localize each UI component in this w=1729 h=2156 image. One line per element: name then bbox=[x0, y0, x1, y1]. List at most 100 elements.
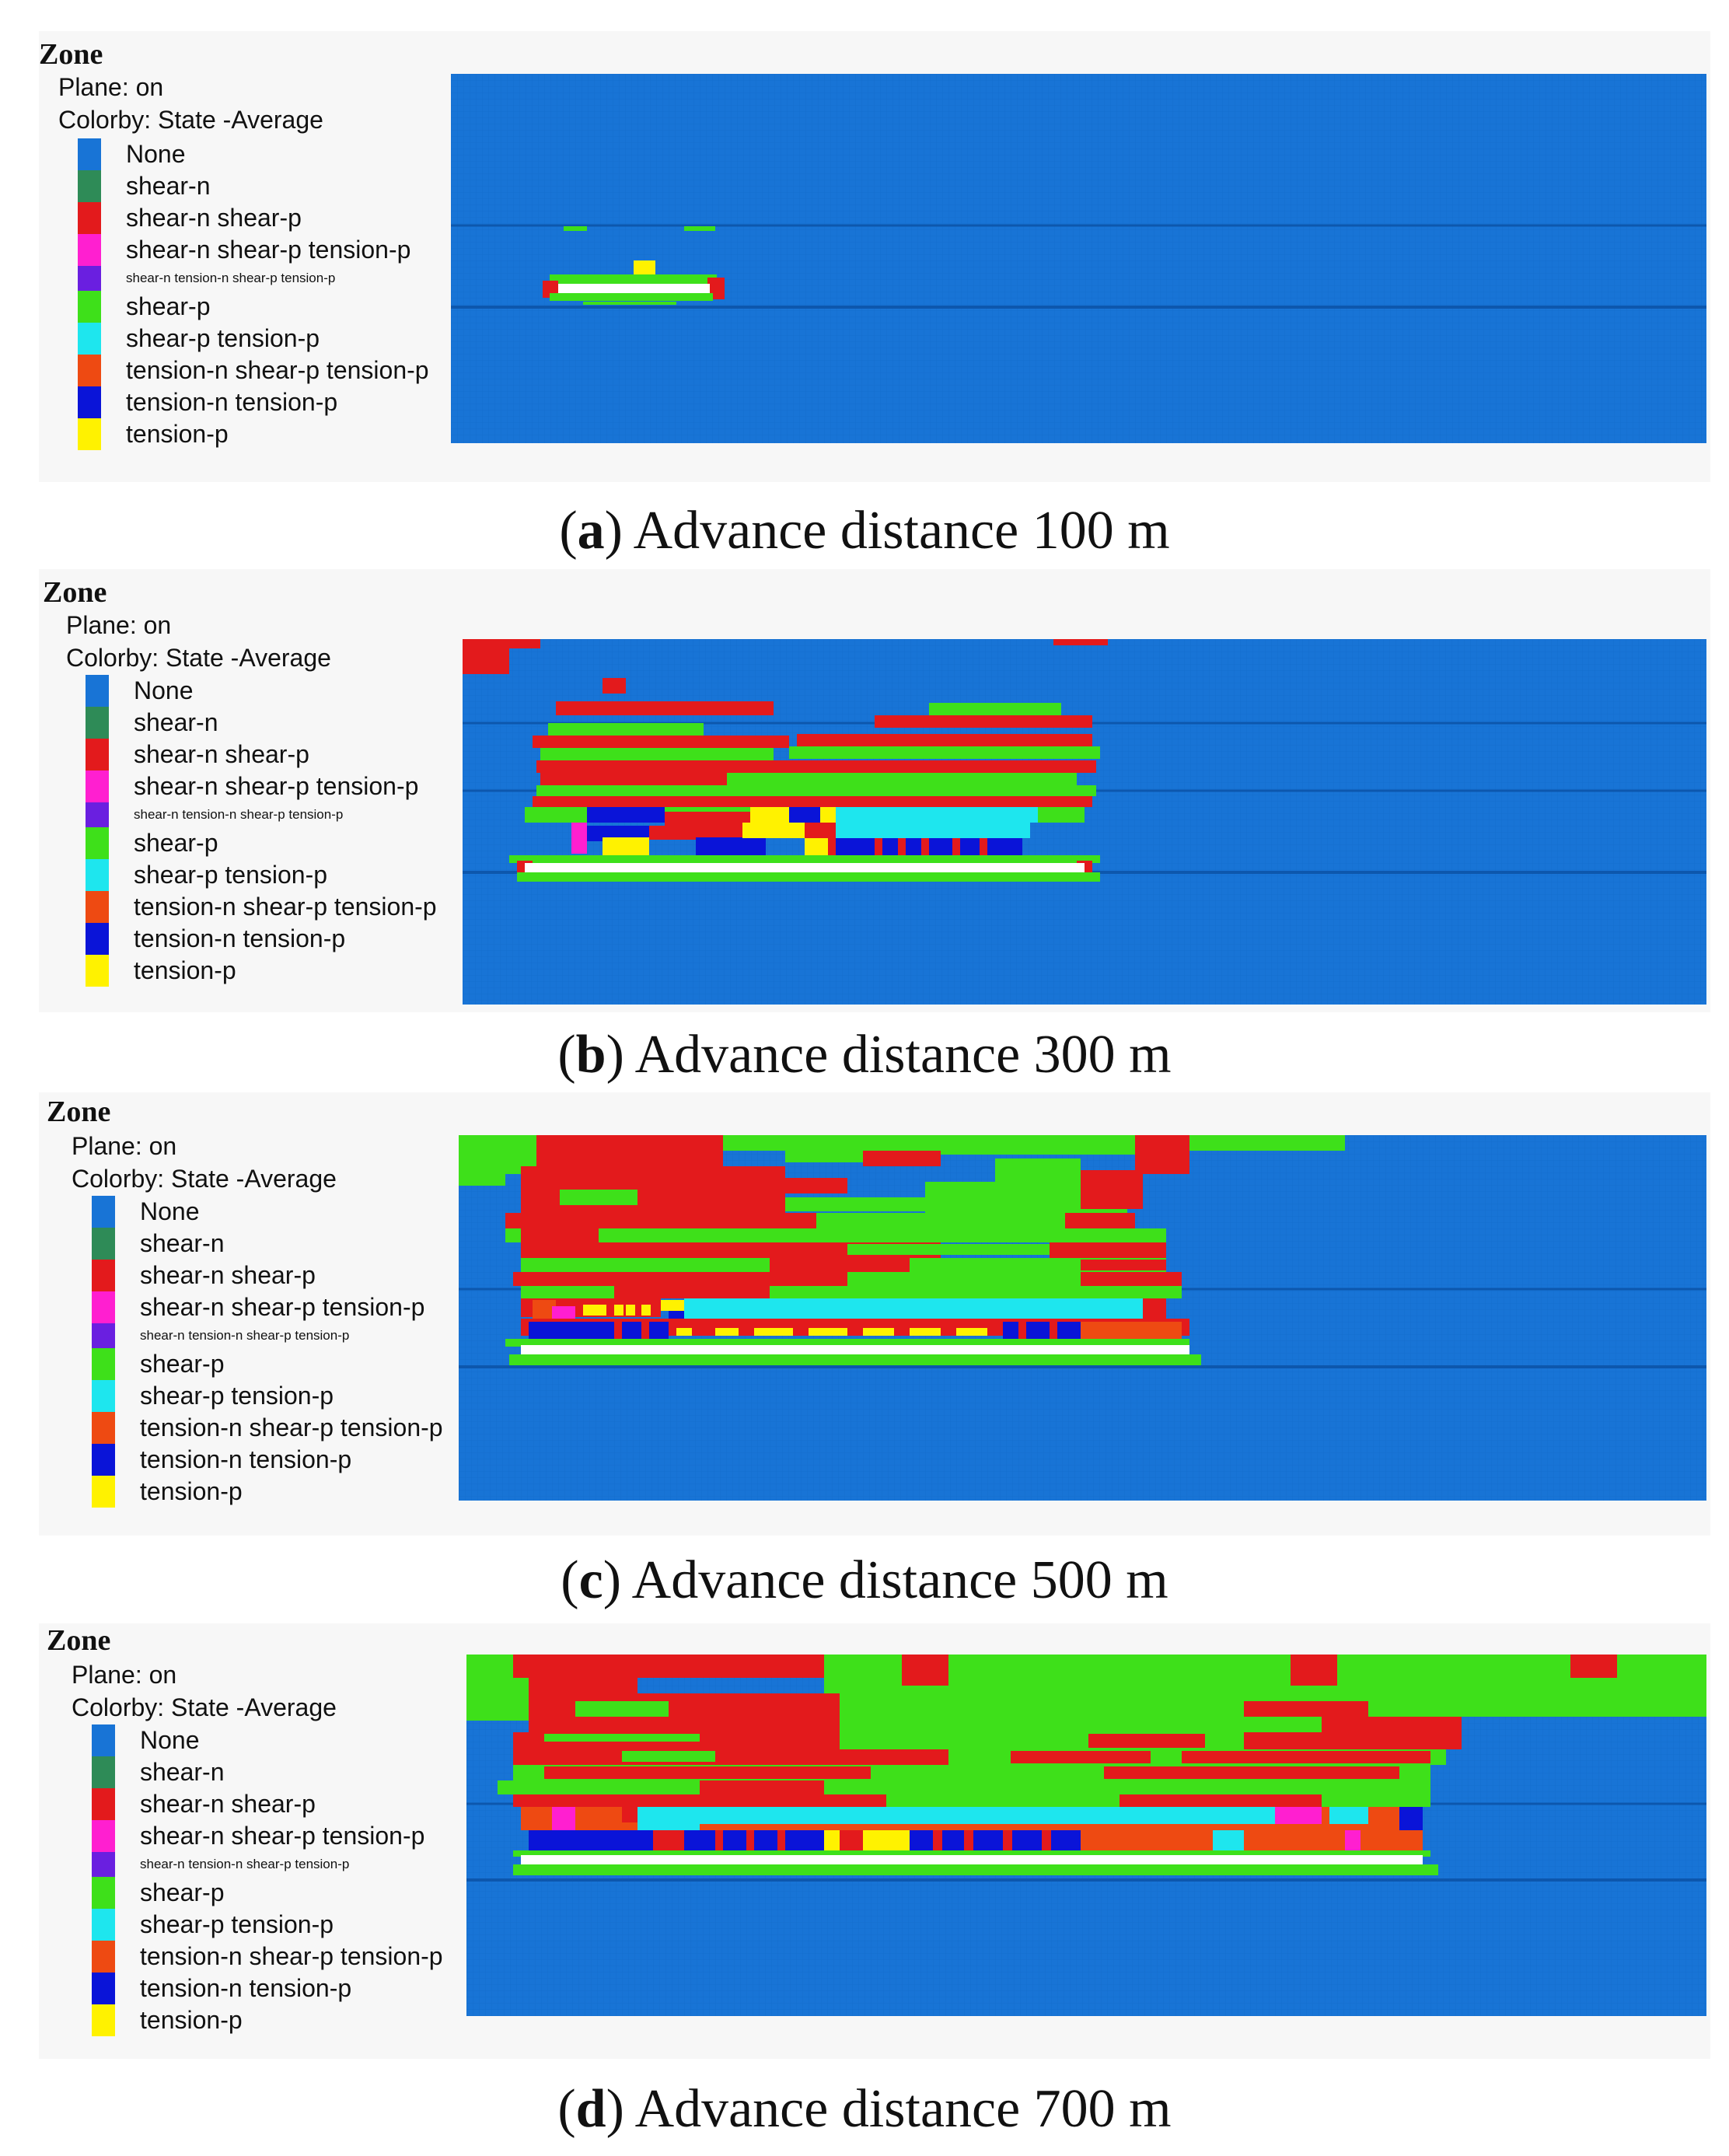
legend-swatch bbox=[86, 739, 109, 770]
legend-entry-shear-p-tension-p: shear-p tension-p bbox=[92, 1909, 443, 1941]
legend-swatch bbox=[92, 1291, 115, 1323]
legend-plane: Plane: on bbox=[72, 1661, 177, 1689]
legend-entry-shear-n-tension-n-shear-p-tension-p: shear-n tension-n shear-p tension-p bbox=[78, 266, 429, 291]
legend-swatch bbox=[86, 827, 109, 859]
legend-entry-shear-n-shear-p: shear-n shear-p bbox=[86, 739, 437, 770]
model-view-a bbox=[451, 74, 1706, 443]
legend-swatch bbox=[86, 923, 109, 955]
legend-entry-shear-n: shear-n bbox=[78, 170, 429, 202]
legend-entry-tension-n-tension-p: tension-n tension-p bbox=[92, 1973, 443, 2004]
legend-entry-shear-n-shear-p-tension-p: shear-n shear-p tension-p bbox=[92, 1291, 443, 1323]
legend-entry-tension-n-shear-p-tension-p: tension-n shear-p tension-p bbox=[92, 1941, 443, 1973]
legend-entry-shear-p: shear-p bbox=[92, 1877, 443, 1909]
legend-swatch bbox=[78, 355, 101, 386]
legend-swatch bbox=[92, 1444, 115, 1476]
legend-entry-shear-n-tension-n-shear-p-tension-p: shear-n tension-n shear-p tension-p bbox=[92, 1852, 443, 1877]
legend-swatch bbox=[92, 1973, 115, 2004]
legend-panel-c: Zone Plane: on Colorby: State -Average N… bbox=[39, 1095, 459, 1526]
legend-entry-tension-n-tension-p: tension-n tension-p bbox=[86, 923, 437, 955]
legend-colorby: Colorby: State -Average bbox=[66, 644, 331, 672]
legend-swatch bbox=[78, 418, 101, 450]
legend-entry-tension-p: tension-p bbox=[78, 418, 429, 450]
model-view-b bbox=[463, 639, 1706, 1005]
legend-entry-shear-n-shear-p-tension-p: shear-n shear-p tension-p bbox=[92, 1820, 443, 1852]
legend-colorby: Colorby: State -Average bbox=[72, 1165, 337, 1193]
model-view-c bbox=[459, 1135, 1706, 1501]
legend-swatch bbox=[92, 1260, 115, 1291]
legend-entry-shear-p: shear-p bbox=[92, 1348, 443, 1380]
legend-title: Zone bbox=[43, 576, 107, 609]
model-view-d bbox=[466, 1655, 1706, 2016]
legend-entry-tension-p: tension-p bbox=[92, 2004, 443, 2036]
legend-entry-shear-n-tension-n-shear-p-tension-p: shear-n tension-n shear-p tension-p bbox=[92, 1323, 443, 1348]
legend-swatch bbox=[86, 955, 109, 987]
legend-entry-shear-p: shear-p bbox=[86, 827, 437, 859]
legend-entry-tension-n-tension-p: tension-n tension-p bbox=[78, 386, 429, 418]
legend-entry-none: None bbox=[86, 675, 437, 707]
legend-entry-shear-n-shear-p-tension-p: shear-n shear-p tension-p bbox=[86, 770, 437, 802]
legend-swatch bbox=[78, 386, 101, 418]
legend-swatch bbox=[86, 802, 109, 827]
legend-entry-tension-p: tension-p bbox=[86, 955, 437, 987]
legend-entry-shear-n-shear-p: shear-n shear-p bbox=[92, 1788, 443, 1820]
legend-entry-shear-n: shear-n bbox=[92, 1228, 443, 1260]
caption-c: (c) Advance distance 500 m bbox=[561, 1550, 1168, 1610]
legend-swatch bbox=[92, 1852, 115, 1877]
legend-swatch bbox=[92, 1348, 115, 1380]
legend-entry-shear-n-shear-p: shear-n shear-p bbox=[78, 202, 429, 234]
caption-d: (d) Advance distance 700 m bbox=[557, 2079, 1172, 2139]
legend-entry-shear-n-shear-p-tension-p: shear-n shear-p tension-p bbox=[78, 234, 429, 266]
legend-entry-shear-p-tension-p: shear-p tension-p bbox=[92, 1380, 443, 1412]
legend-panel-a: Zone Plane: on Colorby: State -Average N… bbox=[39, 37, 459, 473]
legend-plane: Plane: on bbox=[66, 611, 172, 639]
legend-swatch bbox=[78, 202, 101, 234]
legend-swatch bbox=[86, 891, 109, 923]
legend-title: Zone bbox=[39, 38, 103, 71]
legend-swatch bbox=[92, 1228, 115, 1260]
legend-swatch bbox=[92, 1323, 115, 1348]
legend-swatch bbox=[78, 291, 101, 323]
legend-entry-shear-p: shear-p bbox=[78, 291, 429, 323]
legend-panel-d: Zone Plane: on Colorby: State -Average N… bbox=[39, 1623, 459, 2055]
legend-swatch bbox=[86, 707, 109, 739]
caption-a: (a) Advance distance 100 m bbox=[559, 501, 1170, 561]
legend-entry-shear-n-shear-p: shear-n shear-p bbox=[92, 1260, 443, 1291]
legend-swatch bbox=[92, 1756, 115, 1788]
legend-entry-none: None bbox=[78, 138, 429, 170]
legend-colorby: Colorby: State -Average bbox=[58, 106, 323, 134]
legend-colorby: Colorby: State -Average bbox=[72, 1693, 337, 1721]
legend-swatch bbox=[92, 1476, 115, 1508]
legend-swatch bbox=[92, 1877, 115, 1909]
legend-swatch bbox=[92, 2004, 115, 2036]
legend-swatch bbox=[92, 1196, 115, 1228]
legend-swatch bbox=[78, 170, 101, 202]
legend-swatch bbox=[86, 675, 109, 707]
legend-panel-b: Zone Plane: on Colorby: State -Average N… bbox=[39, 575, 459, 999]
legend-plane: Plane: on bbox=[58, 73, 164, 101]
legend-entry-tension-n-shear-p-tension-p: tension-n shear-p tension-p bbox=[92, 1412, 443, 1444]
legend-swatch bbox=[78, 323, 101, 355]
legend-swatch bbox=[78, 138, 101, 170]
legend-swatch bbox=[92, 1909, 115, 1941]
legend-entry-shear-n: shear-n bbox=[92, 1756, 443, 1788]
legend-entry-tension-p: tension-p bbox=[92, 1476, 443, 1508]
legend-entries: None shear-n shear-n shear-p shear-n she… bbox=[86, 675, 437, 987]
legend-entry-none: None bbox=[92, 1724, 443, 1756]
legend-swatch bbox=[92, 1820, 115, 1852]
legend-entry-tension-n-tension-p: tension-n tension-p bbox=[92, 1444, 443, 1476]
legend-swatch bbox=[92, 1788, 115, 1820]
legend-entry-shear-p-tension-p: shear-p tension-p bbox=[86, 859, 437, 891]
legend-swatch bbox=[78, 234, 101, 266]
legend-entry-tension-n-shear-p-tension-p: tension-n shear-p tension-p bbox=[78, 355, 429, 386]
legend-swatch bbox=[92, 1724, 115, 1756]
legend-swatch bbox=[92, 1941, 115, 1973]
legend-entry-shear-p-tension-p: shear-p tension-p bbox=[78, 323, 429, 355]
legend-entry-tension-n-shear-p-tension-p: tension-n shear-p tension-p bbox=[86, 891, 437, 923]
legend-title: Zone bbox=[47, 1095, 111, 1128]
legend-entries: None shear-n shear-n shear-p shear-n she… bbox=[78, 138, 429, 450]
legend-entries: None shear-n shear-n shear-p shear-n she… bbox=[92, 1196, 443, 1508]
legend-entry-shear-n: shear-n bbox=[86, 707, 437, 739]
legend-title: Zone bbox=[47, 1624, 111, 1657]
legend-plane: Plane: on bbox=[72, 1132, 177, 1160]
legend-entry-none: None bbox=[92, 1196, 443, 1228]
